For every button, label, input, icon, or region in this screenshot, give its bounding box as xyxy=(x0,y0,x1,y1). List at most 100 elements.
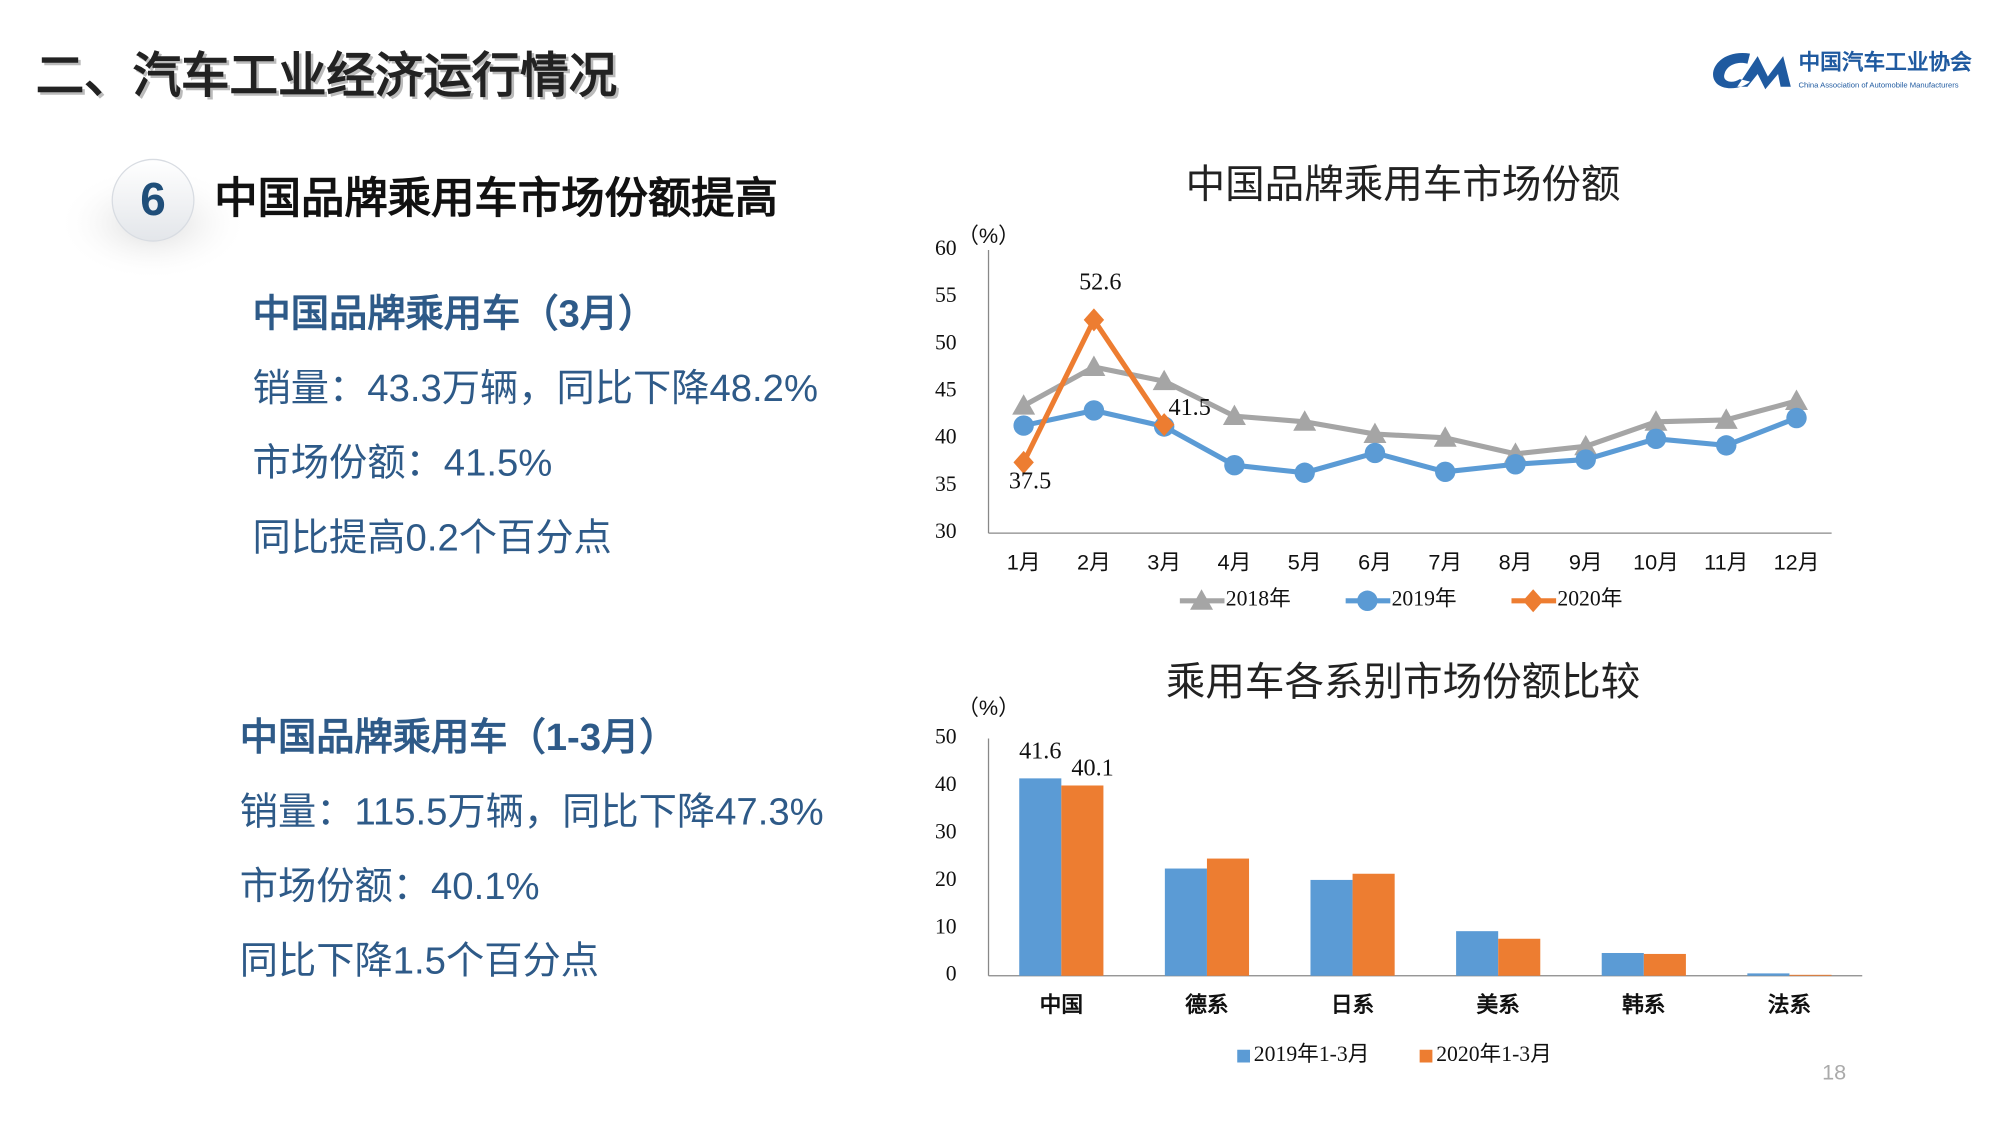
x-tick-label: 美系 xyxy=(1477,992,1520,1017)
point xyxy=(1224,455,1245,476)
block-line: 同比下降1.5个百分点 xyxy=(240,940,599,983)
point xyxy=(1294,462,1315,483)
block-line: 市场份额：40.1% xyxy=(240,865,540,908)
point xyxy=(1714,408,1738,429)
section-heading: 中国品牌乘用车市场份额提高 xyxy=(214,175,778,223)
point xyxy=(1644,410,1668,431)
bar xyxy=(1164,868,1207,976)
x-tick-label: 6月 xyxy=(1358,550,1392,575)
logo-mark xyxy=(1713,53,1791,90)
point xyxy=(1645,428,1667,449)
section-number: 6 xyxy=(140,173,166,225)
logo-name: 中国汽车工业协会 xyxy=(1798,50,1972,75)
logo-subtitle: China Association of Automobile Manufact… xyxy=(1798,80,1958,89)
y-tick-label: 35 xyxy=(935,472,957,496)
block-line: 市场份额：41.5% xyxy=(253,442,553,485)
bar xyxy=(1019,778,1062,976)
legend-label: 2018年 xyxy=(1226,587,1291,611)
legend-label: 2019年 xyxy=(1392,587,1457,611)
point xyxy=(1013,450,1034,474)
legend-swatch xyxy=(1419,1049,1433,1063)
y-unit: （%） xyxy=(957,223,1020,248)
bar xyxy=(1601,952,1644,976)
point xyxy=(1575,449,1596,470)
block-line: 销量：115.5万辆，同比下降47.3% xyxy=(240,791,824,834)
block-line: 同比提高0.2个百分点 xyxy=(253,516,612,559)
bar xyxy=(1643,953,1686,976)
point xyxy=(1716,435,1737,456)
point xyxy=(1013,415,1034,436)
point xyxy=(1083,308,1105,332)
block-title: 中国品牌乘用车（3月） xyxy=(253,292,657,335)
bar xyxy=(1789,974,1832,976)
y-tick-label: 40 xyxy=(935,425,957,449)
point xyxy=(1153,413,1175,437)
x-tick-label: 8月 xyxy=(1499,550,1533,575)
bar xyxy=(1747,973,1790,976)
point xyxy=(1364,442,1386,464)
x-tick-label: 7月 xyxy=(1428,550,1462,575)
y-tick-label: 40 xyxy=(935,772,957,796)
legend-swatch xyxy=(1237,1049,1250,1063)
legend-label: 2020年1-3月 xyxy=(1436,1042,1552,1066)
y-tick-label: 55 xyxy=(935,283,957,307)
x-tick-label: 日系 xyxy=(1331,992,1374,1017)
bar xyxy=(1456,931,1499,976)
chart-title: 中国品牌乘用车市场份额 xyxy=(1186,163,1621,207)
y-tick-label: 30 xyxy=(935,519,957,543)
x-tick-label: 9月 xyxy=(1569,550,1603,575)
y-tick-label: 45 xyxy=(935,378,957,402)
data-label: 41.6 xyxy=(1019,737,1061,764)
legend-label: 2019年1-3月 xyxy=(1254,1042,1370,1066)
data-label: 37.5 xyxy=(1009,467,1051,494)
y-tick-label: 60 xyxy=(935,236,957,260)
x-tick-label: 12月 xyxy=(1774,550,1820,575)
point xyxy=(1222,404,1246,426)
y-tick-label: 50 xyxy=(935,724,957,748)
x-tick-label: 法系 xyxy=(1768,992,1811,1017)
series-line xyxy=(1021,317,1167,464)
slide-title: 二、汽车工业经济运行情况 xyxy=(36,49,617,103)
x-tick-label: 1月 xyxy=(1007,550,1041,575)
point xyxy=(1012,394,1036,415)
title-shadow: 二、汽车工业经济运行情况 xyxy=(38,51,619,105)
block-title: 中国品牌乘用车（1-3月） xyxy=(240,716,678,759)
x-tick-label: 韩系 xyxy=(1622,992,1665,1017)
point xyxy=(1505,454,1526,475)
x-tick-label: 3月 xyxy=(1147,550,1181,575)
block-line: 销量：43.3万辆，同比下降48.2% xyxy=(253,367,818,410)
series-line xyxy=(1023,407,1798,476)
point xyxy=(1083,400,1105,421)
bar xyxy=(1498,938,1541,976)
point xyxy=(1433,426,1457,447)
point xyxy=(1435,461,1456,483)
x-tick-label: 10月 xyxy=(1633,550,1679,575)
bar xyxy=(1310,879,1353,976)
y-tick-label: 50 xyxy=(935,330,957,354)
data-label: 52.6 xyxy=(1079,269,1121,296)
x-tick-label: 德系 xyxy=(1185,992,1228,1017)
page-number: 18 xyxy=(1822,1060,1846,1085)
point xyxy=(1082,355,1106,376)
point xyxy=(1574,434,1598,456)
bar xyxy=(1352,873,1395,976)
y-unit: （%） xyxy=(957,695,1020,720)
bar xyxy=(1206,858,1250,976)
legend-label: 2020年 xyxy=(1557,587,1622,611)
legend-marker xyxy=(1190,589,1214,610)
point xyxy=(1786,407,1807,429)
x-tick-label: 11月 xyxy=(1704,550,1748,575)
x-tick-label: 中国 xyxy=(1040,992,1083,1017)
y-tick-label: 0 xyxy=(946,962,957,986)
legend-marker xyxy=(1522,589,1544,613)
point xyxy=(1152,369,1176,391)
y-tick-label: 10 xyxy=(935,914,957,938)
bar xyxy=(1061,785,1104,976)
x-tick-label: 4月 xyxy=(1218,550,1252,575)
x-tick-label: 2月 xyxy=(1077,550,1111,575)
point xyxy=(1363,422,1387,443)
point xyxy=(1293,410,1317,431)
data-label: 41.5 xyxy=(1168,394,1210,421)
